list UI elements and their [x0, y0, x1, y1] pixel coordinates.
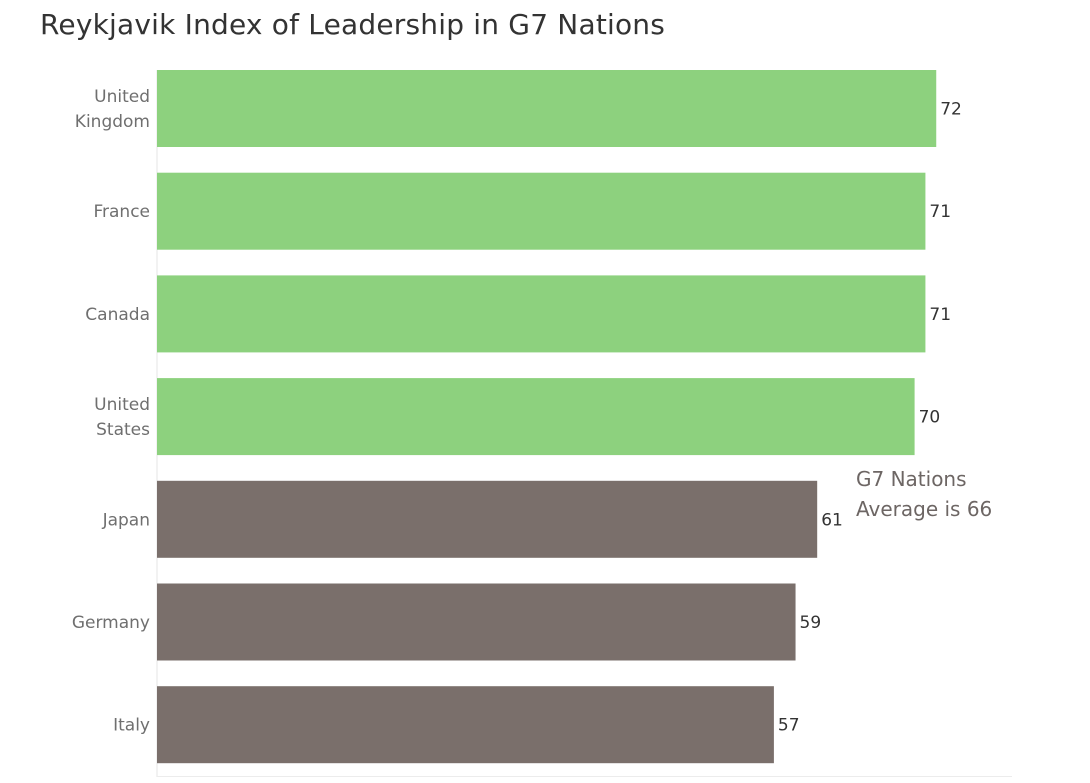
category-label-line: France	[93, 202, 150, 222]
category-label: United States	[94, 395, 150, 440]
bar-value-label: 70	[919, 408, 941, 428]
category-label-line: United	[94, 395, 150, 415]
bar-value-label: 57	[778, 716, 800, 736]
annotation-line-1: G7 Nations	[856, 467, 967, 491]
bars-layer: 72 United Kingdom 71 France 71 Canada 70 United S…	[72, 70, 962, 764]
bar-value-label: 59	[800, 613, 822, 633]
category-label-line: Canada	[85, 305, 150, 325]
category-label-line: Italy	[113, 716, 150, 736]
category-label: Japan	[102, 510, 150, 530]
bar[interactable]	[157, 686, 774, 764]
category-label-line: Japan	[102, 510, 150, 530]
bar[interactable]	[157, 583, 796, 661]
bar-value-label: 61	[821, 510, 843, 530]
category-label-line: States	[96, 420, 150, 440]
bar[interactable]	[157, 70, 937, 147]
category-label-line: Germany	[72, 613, 150, 633]
bar-value-label: 71	[929, 202, 951, 222]
category-label: Canada	[85, 305, 150, 325]
chart-title: Reykjavik Index of Leadership in G7 Nati…	[40, 8, 666, 41]
category-label: France	[93, 202, 150, 222]
bar[interactable]	[157, 480, 818, 558]
average-annotation: G7 Nations Average is 66	[856, 464, 992, 524]
bar-value-label: 71	[929, 305, 951, 325]
category-label: United Kingdom	[75, 87, 150, 132]
bar[interactable]	[157, 378, 915, 456]
bar[interactable]	[157, 172, 926, 250]
category-label: Germany	[72, 613, 150, 633]
bar[interactable]	[157, 275, 926, 353]
category-label-line: Kingdom	[75, 112, 150, 132]
category-label-line: United	[94, 87, 150, 107]
category-label: Italy	[113, 716, 150, 736]
annotation-line-2: Average is 66	[856, 497, 993, 521]
bar-value-label: 72	[940, 100, 962, 120]
